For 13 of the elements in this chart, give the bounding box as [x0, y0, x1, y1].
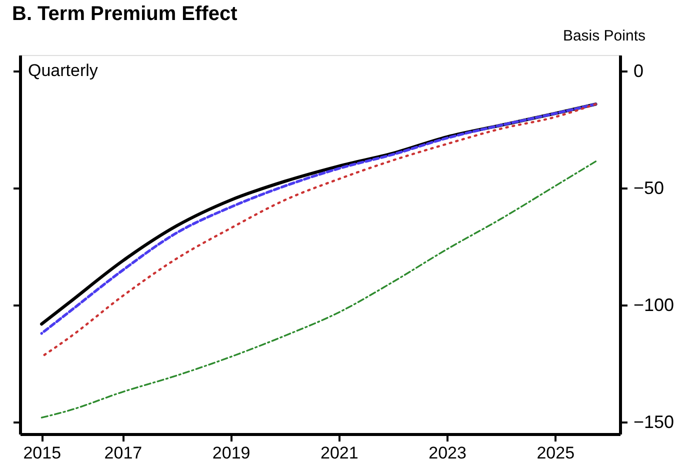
x-tick-label: 2025	[536, 444, 575, 462]
y-tick-label: −50	[634, 178, 664, 198]
y-tick-label: 0	[634, 60, 644, 81]
x-tick-label: 2019	[212, 444, 250, 462]
y-axis-title: Basis Points	[562, 28, 646, 44]
y-tick-label: −150	[634, 412, 674, 432]
x-tick-label: 2017	[104, 444, 142, 462]
chart-title: B. Term Premium Effect	[12, 3, 238, 25]
y-tick-label: −100	[634, 294, 674, 315]
x-tick-label: 2015	[23, 444, 62, 462]
annotation: Quarterly	[28, 61, 98, 80]
x-tick-label: 2021	[320, 444, 358, 462]
x-tick-label: 2023	[428, 444, 466, 462]
